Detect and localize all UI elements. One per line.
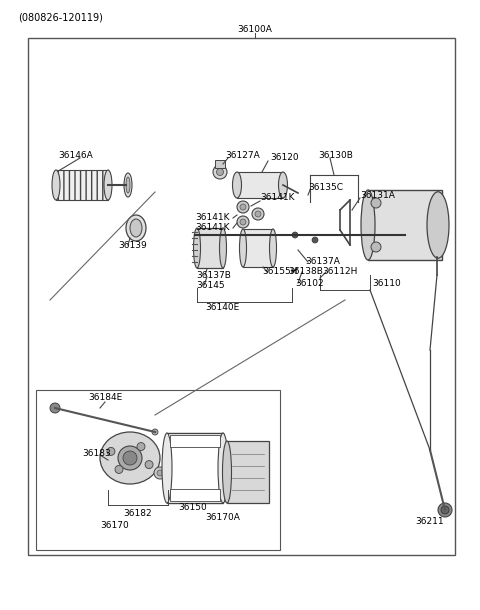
Circle shape: [216, 168, 224, 176]
Ellipse shape: [52, 170, 60, 200]
Ellipse shape: [104, 170, 112, 200]
Ellipse shape: [223, 441, 231, 503]
Text: 36100A: 36100A: [238, 26, 273, 35]
Bar: [215, 160, 225, 168]
Text: 36141K: 36141K: [260, 193, 295, 203]
Text: 36135C: 36135C: [308, 184, 343, 193]
Text: 36127A: 36127A: [225, 151, 260, 159]
Circle shape: [255, 211, 261, 217]
Ellipse shape: [162, 433, 172, 503]
Text: 36170: 36170: [100, 520, 129, 529]
Text: 36211: 36211: [416, 517, 444, 526]
Text: 36150: 36150: [178, 503, 207, 512]
Bar: [227, 441, 269, 503]
Ellipse shape: [193, 228, 201, 268]
Ellipse shape: [130, 219, 142, 237]
Bar: [237, 172, 283, 198]
Bar: [243, 229, 273, 267]
Text: (080826-120119): (080826-120119): [18, 12, 103, 22]
Bar: [197, 228, 223, 268]
Text: 36138B: 36138B: [288, 268, 323, 276]
Text: 36141K: 36141K: [195, 223, 230, 232]
Ellipse shape: [278, 172, 288, 198]
Circle shape: [152, 429, 158, 435]
Text: 36131A: 36131A: [360, 190, 395, 199]
Circle shape: [157, 470, 163, 476]
Circle shape: [107, 447, 115, 456]
Text: 36102: 36102: [295, 279, 324, 287]
Text: 36146A: 36146A: [58, 151, 93, 159]
Bar: [36, 390, 280, 550]
Text: 36145: 36145: [196, 281, 225, 290]
Circle shape: [240, 204, 246, 210]
Circle shape: [123, 451, 137, 465]
Circle shape: [213, 165, 227, 179]
Ellipse shape: [124, 173, 132, 197]
Circle shape: [118, 446, 142, 470]
Circle shape: [252, 208, 264, 220]
Ellipse shape: [269, 229, 276, 267]
Bar: [170, 489, 220, 501]
Circle shape: [115, 465, 123, 473]
Circle shape: [137, 443, 145, 451]
Text: 36120: 36120: [270, 154, 299, 162]
Circle shape: [292, 232, 298, 238]
Text: 36155H: 36155H: [262, 268, 298, 276]
Ellipse shape: [427, 192, 449, 258]
Circle shape: [237, 216, 249, 228]
Text: 36141K: 36141K: [195, 214, 230, 223]
Circle shape: [438, 503, 452, 517]
Text: 36110: 36110: [372, 279, 401, 287]
Circle shape: [240, 219, 246, 225]
Bar: [368, 190, 442, 260]
Ellipse shape: [219, 228, 227, 268]
Ellipse shape: [361, 190, 375, 260]
Circle shape: [371, 242, 381, 252]
Text: 36137A: 36137A: [305, 257, 340, 267]
Ellipse shape: [126, 215, 146, 241]
Circle shape: [312, 237, 318, 243]
Text: 36140E: 36140E: [205, 304, 239, 312]
Circle shape: [237, 201, 249, 213]
Text: 36184E: 36184E: [88, 393, 122, 403]
Circle shape: [50, 403, 60, 413]
Text: 36137B: 36137B: [196, 270, 231, 279]
Text: 36139: 36139: [118, 240, 147, 249]
Bar: [56, 170, 108, 200]
Circle shape: [441, 506, 449, 514]
Ellipse shape: [218, 433, 228, 503]
Bar: [28, 38, 455, 555]
Ellipse shape: [126, 177, 130, 193]
Text: 36183: 36183: [82, 448, 111, 458]
Bar: [167, 433, 223, 503]
Text: 36182: 36182: [124, 509, 152, 517]
Ellipse shape: [232, 172, 241, 198]
Ellipse shape: [100, 432, 160, 484]
Circle shape: [145, 461, 153, 468]
Circle shape: [371, 198, 381, 208]
Text: 36170A: 36170A: [205, 514, 240, 523]
Ellipse shape: [240, 229, 247, 267]
Text: 36130B: 36130B: [318, 151, 353, 159]
Text: 36112H: 36112H: [322, 268, 358, 276]
Bar: [170, 435, 220, 447]
Circle shape: [154, 467, 166, 479]
